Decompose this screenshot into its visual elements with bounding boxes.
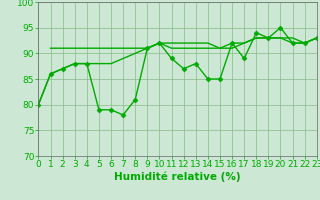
X-axis label: Humidité relative (%): Humidité relative (%) bbox=[114, 172, 241, 182]
